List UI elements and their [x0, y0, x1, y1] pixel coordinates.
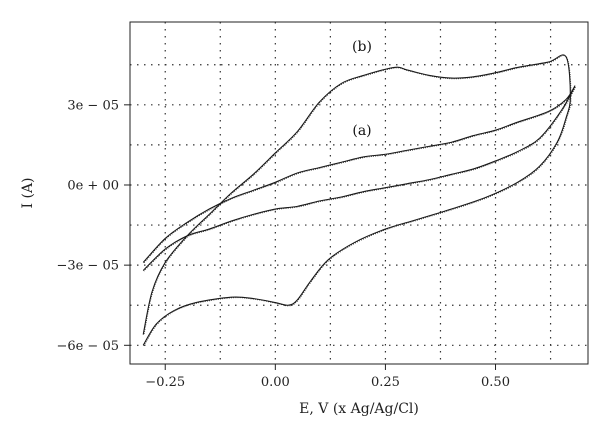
- grid-lines: [130, 22, 588, 364]
- y-tick-label-3: −6e − 05: [56, 339, 119, 354]
- series-line-a: [142, 85, 576, 271]
- plot-frame: [129, 21, 589, 365]
- x-tick-label-0: −0.25: [145, 375, 185, 390]
- series-trace-a: [143, 86, 576, 272]
- y-tick-label-0: 3e − 05: [67, 98, 119, 113]
- y-tick-label-1: 0e + 00: [67, 178, 119, 193]
- x-tick-label-2: 0.25: [371, 375, 400, 390]
- ticks: −0.25 0.00 0.25 0.50 3e − 05 0e + 00 −3e − 05 −…: [56, 98, 510, 390]
- curve-layer: [142, 54, 576, 347]
- axes: [129, 21, 589, 365]
- series-label-b: (b): [352, 39, 372, 55]
- x-tick-label-1: 0.00: [261, 375, 290, 390]
- series-line-b: [142, 54, 571, 346]
- x-axis-title: E, V (x Ag/Ag/Cl): [299, 401, 419, 417]
- y-tick-label-2: −3e − 05: [56, 259, 119, 274]
- y-axis-title: I (A): [20, 177, 36, 208]
- series-label-a: (a): [352, 123, 371, 139]
- x-tick-label-3: 0.50: [481, 375, 510, 390]
- series-trace-b: [143, 54, 572, 347]
